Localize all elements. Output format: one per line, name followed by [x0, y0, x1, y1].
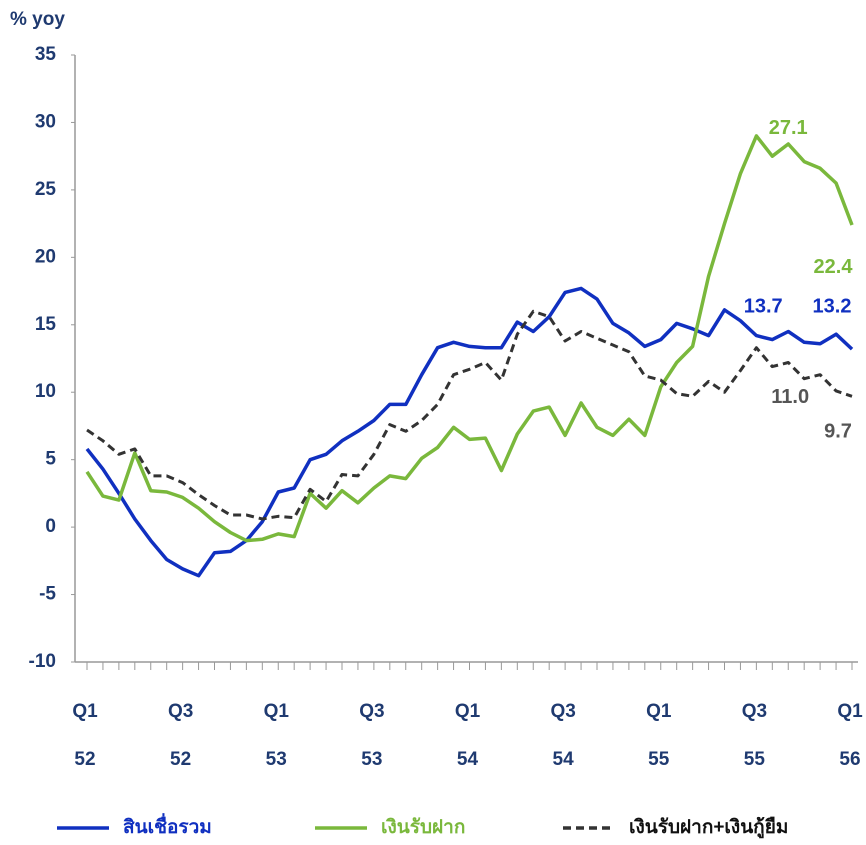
x-tick-label: Q3 [742, 701, 767, 722]
legend-label: เงินรับฝาก [381, 817, 465, 838]
x-tick-label: Q1 [264, 701, 290, 722]
y-tick-label: 35 [35, 44, 57, 65]
data-label: 22.4 [814, 256, 854, 278]
y-tick-label: 20 [35, 246, 56, 267]
y-tick-label: 0 [45, 516, 56, 537]
data-label: 13.2 [813, 295, 852, 317]
y-tick-label: -10 [29, 651, 56, 672]
legend-label: เงินรับฝาก+เงินกู้ยืม [629, 816, 788, 839]
x-tick-label-year: 53 [361, 749, 382, 770]
x-tick-label-year: 54 [457, 749, 479, 770]
y-tick-label: 15 [35, 314, 57, 335]
series-line [85, 134, 854, 543]
series-line [86, 309, 853, 521]
y-tick-label: 10 [35, 381, 56, 402]
series-line [85, 286, 854, 578]
x-tick-label: Q3 [168, 701, 193, 722]
x-tick-label-year: 52 [74, 749, 95, 770]
x-tick-label: Q1 [646, 701, 672, 722]
data-label: 11.0 [771, 386, 809, 408]
x-tick-label-year: 54 [553, 749, 575, 770]
x-tick-label-year: 55 [744, 749, 766, 770]
data-label: 27.1 [769, 117, 808, 139]
legend-label: สินเชื่อรวม [123, 813, 212, 838]
y-tick-label: 30 [35, 111, 56, 132]
x-tick-label: Q3 [550, 701, 575, 722]
x-tick-label: Q3 [359, 701, 384, 722]
y-tick-label: 25 [35, 179, 57, 200]
x-tick-label-year: 52 [170, 749, 191, 770]
x-tick-label: Q1 [837, 701, 863, 722]
data-label: 9.7 [824, 421, 852, 443]
x-tick-label: Q1 [72, 701, 98, 722]
x-tick-label-year: 56 [839, 749, 860, 770]
y-tick-label: -5 [39, 584, 56, 605]
y-tick-label: 5 [45, 449, 56, 470]
y-axis-label: % yoy [10, 9, 65, 30]
x-tick-label-year: 55 [648, 749, 670, 770]
x-tick-label: Q1 [455, 701, 481, 722]
x-tick-label-year: 53 [266, 749, 287, 770]
data-label: 13.7 [744, 296, 783, 318]
